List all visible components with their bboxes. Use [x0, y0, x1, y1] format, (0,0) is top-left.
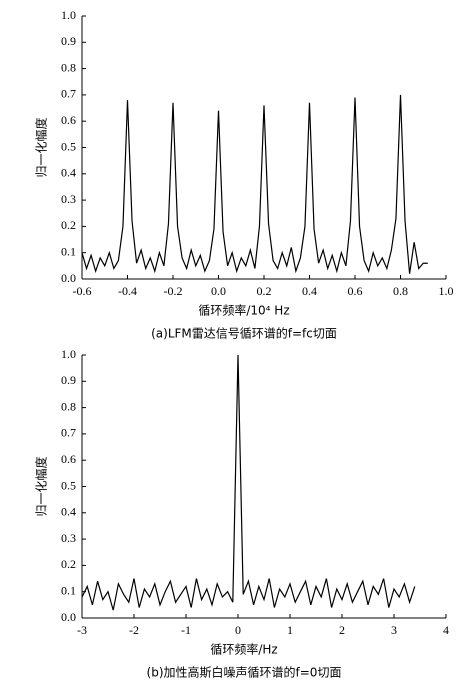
x-tick-label: 0.6 [348, 284, 363, 298]
x-tick-label: -0.2 [164, 284, 183, 298]
y-tick-label: 0.9 [61, 34, 76, 48]
caption: (a)LFM雷达信号循环谱的f=fc切面 [151, 326, 337, 341]
y-tick-label: 0.8 [61, 399, 76, 413]
x-tick-label: 1 [287, 623, 293, 637]
x-tick-label: 4 [443, 623, 449, 637]
y-tick-label: 1.0 [61, 8, 76, 22]
y-tick-label: 0.2 [61, 557, 76, 571]
y-tick-label: 0.3 [61, 192, 76, 206]
x-tick-label: 3 [391, 623, 397, 637]
x-tick-label: -3 [77, 623, 87, 637]
x-tick-label: 0.0 [211, 284, 226, 298]
x-axis-label: 循环频率/10⁴ Hz [198, 303, 289, 318]
y-tick-label: 0.6 [61, 452, 76, 466]
y-tick-label: 0.5 [61, 478, 76, 492]
x-tick-label: -0.6 [73, 284, 92, 298]
y-tick-label: 0.4 [61, 166, 76, 180]
y-tick-label: 0.7 [61, 426, 76, 440]
y-axis-label: 归一化幅度 [34, 117, 49, 177]
x-tick-label: -2 [129, 623, 139, 637]
x-tick-label: 0 [235, 623, 241, 637]
data-line [81, 94, 428, 274]
y-tick-label: 0.1 [61, 244, 76, 258]
y-tick-label: 0.8 [61, 60, 76, 74]
x-tick-label: 0.4 [302, 284, 317, 298]
y-tick-label: 0.2 [61, 218, 76, 232]
y-tick-label: 0.7 [61, 87, 76, 101]
y-tick-label: 0.4 [61, 505, 76, 519]
x-tick-label: 0.2 [257, 284, 272, 298]
y-tick-label: 1.0 [61, 347, 76, 361]
x-tick-label: 1.0 [439, 284, 454, 298]
y-axis-label: 归一化幅度 [34, 456, 49, 516]
x-tick-label: -0.4 [118, 284, 137, 298]
y-tick-label: 0.0 [61, 271, 76, 285]
caption: (b)加性高斯白噪声循环谱的f=0切面 [147, 665, 342, 680]
y-tick-label: 0.1 [61, 583, 76, 597]
x-tick-label: 2 [339, 623, 345, 637]
data-line [81, 354, 416, 611]
y-tick-label: 0.9 [61, 373, 76, 387]
y-tick-label: 0.5 [61, 139, 76, 153]
y-tick-label: 0.0 [61, 610, 76, 624]
x-axis-label: 循环频率/Hz [210, 642, 277, 657]
y-tick-label: 0.3 [61, 531, 76, 545]
x-tick-label: 0.8 [393, 284, 408, 298]
y-tick-label: 0.6 [61, 113, 76, 127]
x-tick-label: -1 [181, 623, 191, 637]
